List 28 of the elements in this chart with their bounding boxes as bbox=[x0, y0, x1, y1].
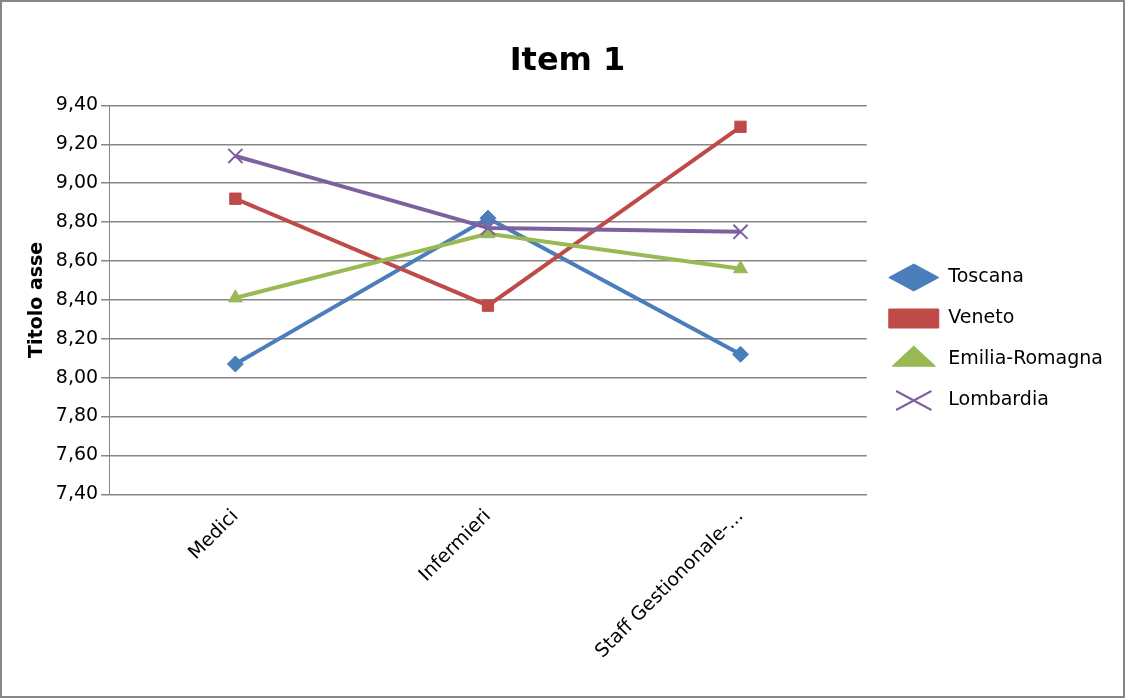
point bbox=[732, 345, 749, 363]
y-tick-label: 8,00 bbox=[55, 364, 99, 387]
y-tick-label: 7,40 bbox=[55, 481, 99, 504]
y-tick-label: 8,60 bbox=[55, 247, 99, 270]
y-tick-label: 9,00 bbox=[55, 170, 99, 193]
legend-label: Emilia-Romagna bbox=[948, 346, 1103, 369]
legend-label: Veneto bbox=[948, 305, 1015, 328]
y-tick-label: 7,80 bbox=[55, 403, 99, 426]
legend-label: Lombardia bbox=[948, 387, 1049, 410]
point bbox=[226, 355, 244, 373]
y-tick-label: 8,20 bbox=[55, 325, 99, 348]
point bbox=[227, 289, 243, 303]
point bbox=[227, 147, 244, 165]
point bbox=[733, 260, 748, 274]
legend-label: Toscana bbox=[947, 264, 1024, 287]
y-axis-title: Titolo asse bbox=[24, 241, 47, 358]
chart-title: Item 1 bbox=[509, 39, 626, 78]
point bbox=[229, 192, 242, 205]
y-tick-label: 8,80 bbox=[55, 209, 99, 231]
y-tick-label: 9,20 bbox=[55, 131, 99, 154]
y-tick-label: 7,60 bbox=[55, 442, 99, 465]
y-tick-label: 9,40 bbox=[55, 92, 99, 115]
point bbox=[479, 209, 497, 227]
point bbox=[732, 223, 749, 240]
point bbox=[734, 120, 747, 133]
point bbox=[479, 219, 497, 236]
y-tick-label: 8,40 bbox=[55, 286, 99, 309]
point bbox=[481, 299, 495, 312]
